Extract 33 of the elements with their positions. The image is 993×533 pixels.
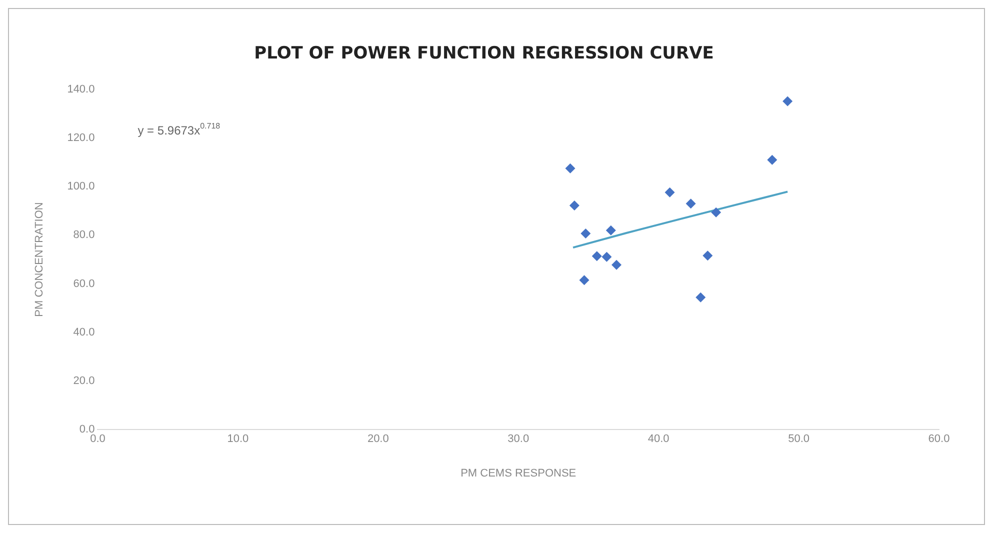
x-tick-label: 30.0 — [508, 433, 530, 446]
chart-title: PLOT OF POWER FUNCTION REGRESSION CURVE — [254, 44, 714, 64]
point — [696, 292, 706, 302]
point — [580, 228, 591, 238]
x-tick-label: 0.0 — [90, 433, 106, 446]
point — [579, 275, 590, 286]
point — [664, 187, 675, 198]
point — [702, 250, 713, 261]
x-tick-label: 20.0 — [367, 433, 389, 446]
point — [711, 207, 722, 218]
x-tick-label: 60.0 — [928, 433, 950, 446]
point — [606, 225, 616, 236]
y-tick-label: 0.0 — [79, 424, 95, 436]
point — [782, 96, 793, 106]
point — [602, 252, 612, 262]
y-tick-label: 20.0 — [73, 375, 95, 388]
point — [565, 163, 576, 174]
x-tick-label: 50.0 — [788, 433, 810, 446]
y-tick-label: 140.0 — [67, 83, 95, 96]
point — [686, 198, 696, 209]
x-tick-label: 40.0 — [648, 433, 670, 446]
y-tick-label: 100.0 — [67, 180, 95, 193]
x-axis-title: PM CEMS RESPONSE — [460, 467, 576, 480]
y-tick-label: 120.0 — [67, 132, 95, 144]
y-tick-label: 40.0 — [73, 326, 95, 338]
point — [592, 251, 602, 262]
point — [569, 200, 580, 211]
point — [767, 154, 778, 165]
point — [612, 260, 622, 270]
y-tick-label: 80.0 — [73, 229, 95, 242]
y-axis-title: PM CONCENTRATION — [34, 202, 46, 317]
x-tick-label: 10.0 — [227, 433, 249, 446]
y-tick-label: 60.0 — [73, 278, 95, 290]
